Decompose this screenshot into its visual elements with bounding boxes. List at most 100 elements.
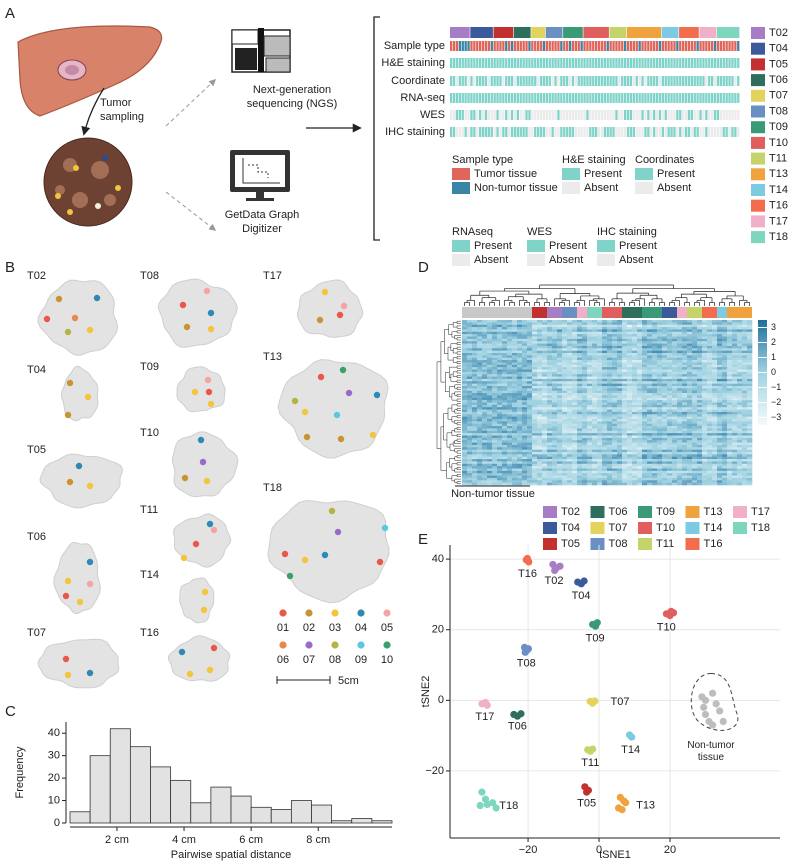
heatmap-cell: [647, 348, 653, 351]
heatmap-cell: [682, 456, 688, 460]
heatmap-cell: [737, 348, 743, 351]
sample-legend-dot: [383, 609, 391, 617]
sample-dot: [281, 550, 289, 558]
heatmap-cell: [472, 456, 478, 460]
heatmap-cell: [702, 466, 708, 469]
legend-swatch: [452, 168, 470, 180]
heatmap-cell: [667, 482, 673, 486]
heatmap-cell: [517, 343, 523, 347]
track-cell: [702, 110, 705, 120]
heatmap-cell: [612, 355, 618, 359]
heatmap-cell: [707, 430, 713, 434]
heatmap-cell: [522, 463, 528, 467]
heatmap-cell: [552, 378, 558, 382]
heatmap-cell: [462, 338, 468, 342]
heatmap-cell: [582, 452, 588, 455]
heatmap-cell: [657, 414, 663, 417]
track-cell: [568, 110, 572, 120]
heatmap-cell: [552, 423, 558, 427]
heatmap-cell: [537, 364, 543, 368]
legend-swatch: [562, 182, 580, 194]
heatmap-cell: [482, 388, 488, 392]
track-cell: [487, 76, 490, 86]
heatmap-cell: [727, 444, 733, 448]
heatmap-cell: [547, 341, 553, 344]
track-cell: [713, 41, 717, 51]
heatmap-cell: [662, 482, 668, 486]
heatmap-cell: [507, 371, 513, 375]
heatmap-cell: [562, 378, 568, 382]
sample-dot: [86, 482, 94, 490]
heatmap-cell: [737, 336, 743, 340]
track-cell: [719, 76, 722, 86]
heatmap-cell: [522, 386, 528, 389]
tumor-section: [167, 635, 231, 682]
heatmap-cell: [732, 449, 738, 453]
heatmap-cell: [497, 430, 503, 434]
heatmap-cell: [582, 442, 588, 446]
heatmap-cell: [492, 437, 498, 441]
track-cell: [679, 110, 682, 120]
heatmap-cell: [697, 390, 703, 394]
heatmap-cell: [567, 331, 573, 335]
heatmap-cell: [587, 395, 593, 399]
heatmap-cell: [592, 437, 598, 441]
heatmap-cell: [652, 473, 658, 476]
heatmap-cell: [557, 430, 563, 434]
heatmap-cell: [582, 475, 588, 479]
heatmap-cell: [617, 459, 623, 462]
heatmap-cell: [642, 440, 648, 443]
heatmap-cell: [547, 360, 553, 363]
heatmap-cell: [537, 452, 543, 455]
heatmap-cell: [582, 327, 588, 330]
track-cell: [490, 58, 493, 68]
heatmap-cell: [587, 416, 593, 420]
heatmap-cell: [642, 395, 648, 399]
track-cell: [597, 41, 601, 51]
heatmap-cell: [712, 374, 718, 377]
track-cell: [473, 110, 476, 120]
heatmap-cell: [597, 459, 603, 462]
heatmap-cell: [572, 449, 578, 453]
track-cell: [597, 127, 601, 137]
heatmap-cell: [657, 378, 663, 382]
heatmap-cell: [522, 442, 528, 446]
heatmap-cell: [487, 362, 493, 366]
heatmap-cell: [722, 435, 728, 439]
heatmap-cell: [682, 343, 688, 347]
heatmap-cell: [707, 423, 713, 427]
heatmap-cell: [527, 343, 533, 347]
heatmap-cell: [552, 461, 558, 465]
heatmap-cell: [732, 336, 738, 340]
heatmap-cell: [577, 452, 583, 455]
heatmap-cell: [492, 449, 498, 453]
heatmap-cell: [492, 411, 498, 415]
legend-swatch: [751, 121, 765, 134]
heatmap-cell: [497, 383, 503, 387]
track-cell: [537, 58, 540, 68]
heatmap-cell: [722, 353, 728, 356]
heatmap-cell: [712, 343, 718, 347]
heatmap-cell: [462, 386, 468, 389]
heatmap-cell: [722, 395, 728, 399]
heatmap-cell: [722, 320, 728, 323]
heatmap-cell: [537, 331, 543, 335]
legend-label: T08: [769, 105, 788, 117]
track-cell: [670, 41, 673, 51]
heatmap-cell: [577, 343, 583, 347]
heatmap-cell: [612, 423, 618, 427]
heatmap-cell: [522, 468, 528, 472]
heatmap-cell: [747, 324, 753, 328]
heatmap-cell: [662, 357, 668, 361]
heatmap-cell: [482, 419, 488, 422]
heatmap-cell: [662, 433, 668, 436]
heatmap-cell: [567, 475, 573, 479]
heatmap-cell: [547, 407, 553, 410]
heatmap-cell: [617, 320, 623, 323]
sample-legend-dot: [357, 609, 365, 617]
heatmap-cell: [627, 419, 633, 422]
heatmap-cell: [507, 477, 513, 481]
heatmap-cell: [692, 341, 698, 344]
heatmap-cell: [677, 449, 683, 453]
heatmap-cell: [562, 343, 568, 347]
